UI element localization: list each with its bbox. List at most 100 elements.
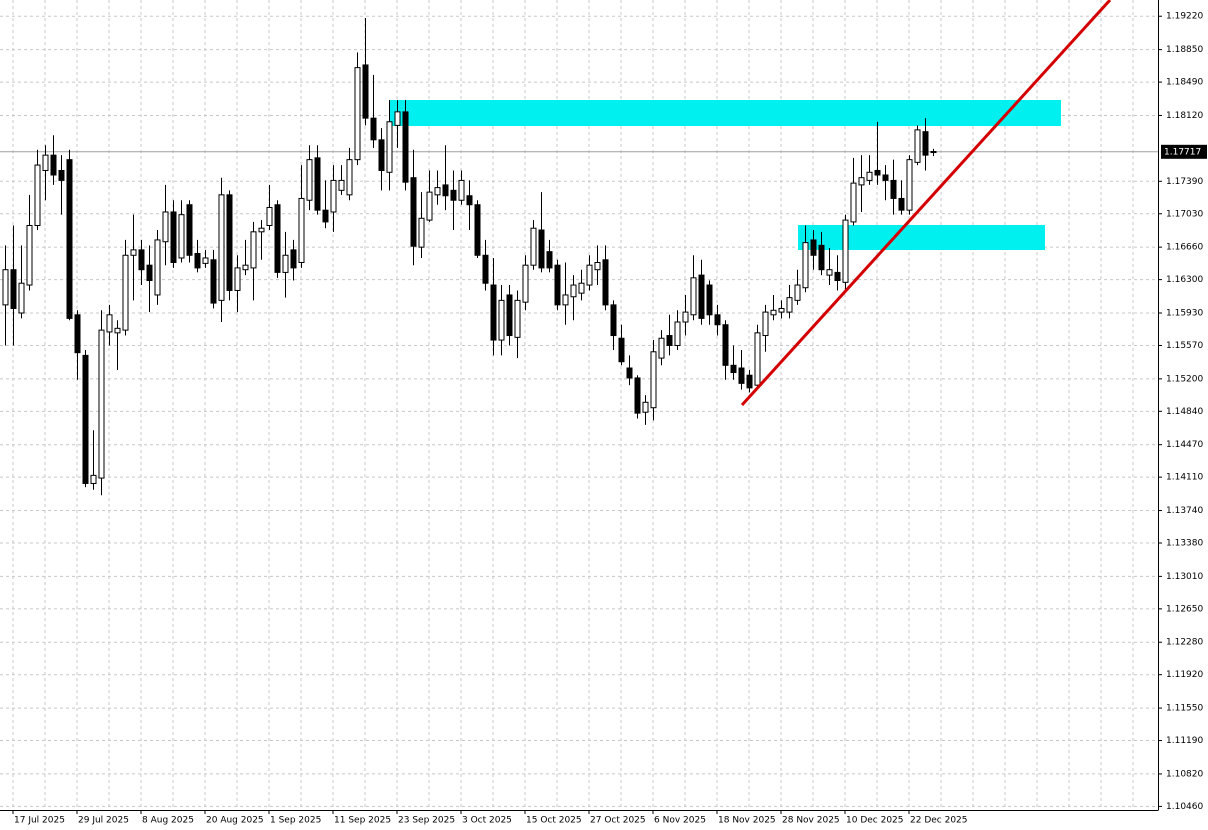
candle-body <box>610 304 617 337</box>
candle-body <box>258 227 265 233</box>
candle-body <box>882 174 889 181</box>
candle-body <box>362 64 369 119</box>
candle-body <box>658 337 665 359</box>
candle-body <box>922 131 929 156</box>
x-tick-label: 3 Oct 2025 <box>462 816 512 826</box>
candle-body <box>666 335 673 346</box>
candle-body <box>194 252 201 269</box>
x-tick-label: 11 Sep 2025 <box>334 816 391 826</box>
candle-body <box>506 294 513 337</box>
candle-body <box>450 189 457 201</box>
x-tick-label: 17 Jul 2025 <box>14 816 65 826</box>
resistance-zone <box>390 100 1061 126</box>
candle-body <box>330 179 337 213</box>
candle-body <box>146 264 153 282</box>
candle-body <box>242 264 249 271</box>
candle-body <box>154 239 161 296</box>
candle-body <box>618 337 625 363</box>
candle-body <box>50 154 57 176</box>
candle-body <box>602 259 609 306</box>
y-tick-label: 1.14840 <box>1166 407 1203 417</box>
candle-body <box>2 269 9 306</box>
candle-body <box>698 274 705 319</box>
candle-body <box>162 211 169 243</box>
candle-body <box>794 284 801 301</box>
candle-body <box>562 294 569 306</box>
candle-body <box>642 401 649 413</box>
x-tick-label: 22 Dec 2025 <box>910 816 968 826</box>
candle-body <box>250 231 257 269</box>
y-tick-label: 1.14110 <box>1166 473 1203 483</box>
candle-body <box>42 154 49 171</box>
y-tick-label: 1.18120 <box>1166 111 1203 121</box>
x-tick-label: 1 Sep 2025 <box>270 816 321 826</box>
candle-body <box>370 117 377 141</box>
y-tick-label: 1.13010 <box>1166 572 1203 582</box>
candle-body <box>690 277 697 316</box>
x-tick-label: 20 Aug 2025 <box>206 816 264 826</box>
candle-body <box>114 327 121 334</box>
grid <box>0 0 1158 810</box>
candle-body <box>378 139 385 171</box>
y-tick-label: 1.12650 <box>1166 604 1203 614</box>
candle-body <box>402 111 409 183</box>
y-tick-label: 1.17390 <box>1166 177 1203 187</box>
candle-body <box>730 364 737 374</box>
candle-body <box>914 129 921 163</box>
candle-body <box>762 311 769 337</box>
candle-body <box>202 257 209 264</box>
candle-body <box>570 284 577 298</box>
candle-body <box>866 171 873 181</box>
candle-body <box>178 214 185 259</box>
x-tick-label: 27 Oct 2025 <box>590 816 646 826</box>
candle-body <box>290 249 297 269</box>
candle-body <box>514 299 521 338</box>
candle-body <box>634 377 641 414</box>
y-tick-label: 1.18490 <box>1166 78 1203 88</box>
candle-body <box>26 225 33 286</box>
x-tick-label: 28 Nov 2025 <box>782 816 840 826</box>
candle-body <box>394 111 401 126</box>
candle-body <box>706 284 713 316</box>
y-tick-label: 1.16660 <box>1166 243 1203 253</box>
candle-body <box>82 354 89 484</box>
y-tick-label: 1.12280 <box>1166 638 1203 648</box>
candle-body <box>138 249 145 271</box>
candle-body <box>810 239 817 256</box>
candle-body <box>34 164 41 227</box>
y-tick-label: 1.10460 <box>1166 802 1203 812</box>
candle-body <box>474 204 481 256</box>
y-tick-label: 1.15930 <box>1166 308 1203 318</box>
candle-body <box>98 329 105 479</box>
candle-body <box>322 209 329 223</box>
candle-body <box>106 314 113 333</box>
candle-body <box>586 264 593 286</box>
candle-body <box>410 177 417 247</box>
candle-body <box>66 159 73 319</box>
y-tick-label: 1.13740 <box>1166 506 1203 516</box>
candle-body <box>170 211 177 263</box>
candle-body <box>338 179 345 191</box>
candle-body <box>346 159 353 196</box>
candle-body <box>130 249 137 256</box>
candle-body <box>314 157 321 211</box>
candle-body <box>778 307 785 313</box>
y-tick-label: 1.15570 <box>1166 341 1203 351</box>
candle-body <box>578 282 585 294</box>
y-tick-label: 1.18850 <box>1166 45 1203 55</box>
candle-body <box>874 169 881 176</box>
y-tick-label: 1.16300 <box>1166 275 1203 285</box>
candle-body <box>522 264 529 303</box>
candle-body <box>674 321 681 346</box>
x-tick-label: 23 Sep 2025 <box>398 816 455 826</box>
candle-body <box>554 264 561 306</box>
candle-body <box>266 206 273 227</box>
trend-line <box>740 0 1112 407</box>
y-tick-label: 1.11190 <box>1166 736 1203 746</box>
candle-body <box>594 261 601 271</box>
x-tick-label: 6 Nov 2025 <box>654 816 706 826</box>
candle-body <box>482 254 489 284</box>
x-tick-label: 8 Aug 2025 <box>142 816 194 826</box>
candle-body <box>90 474 97 484</box>
